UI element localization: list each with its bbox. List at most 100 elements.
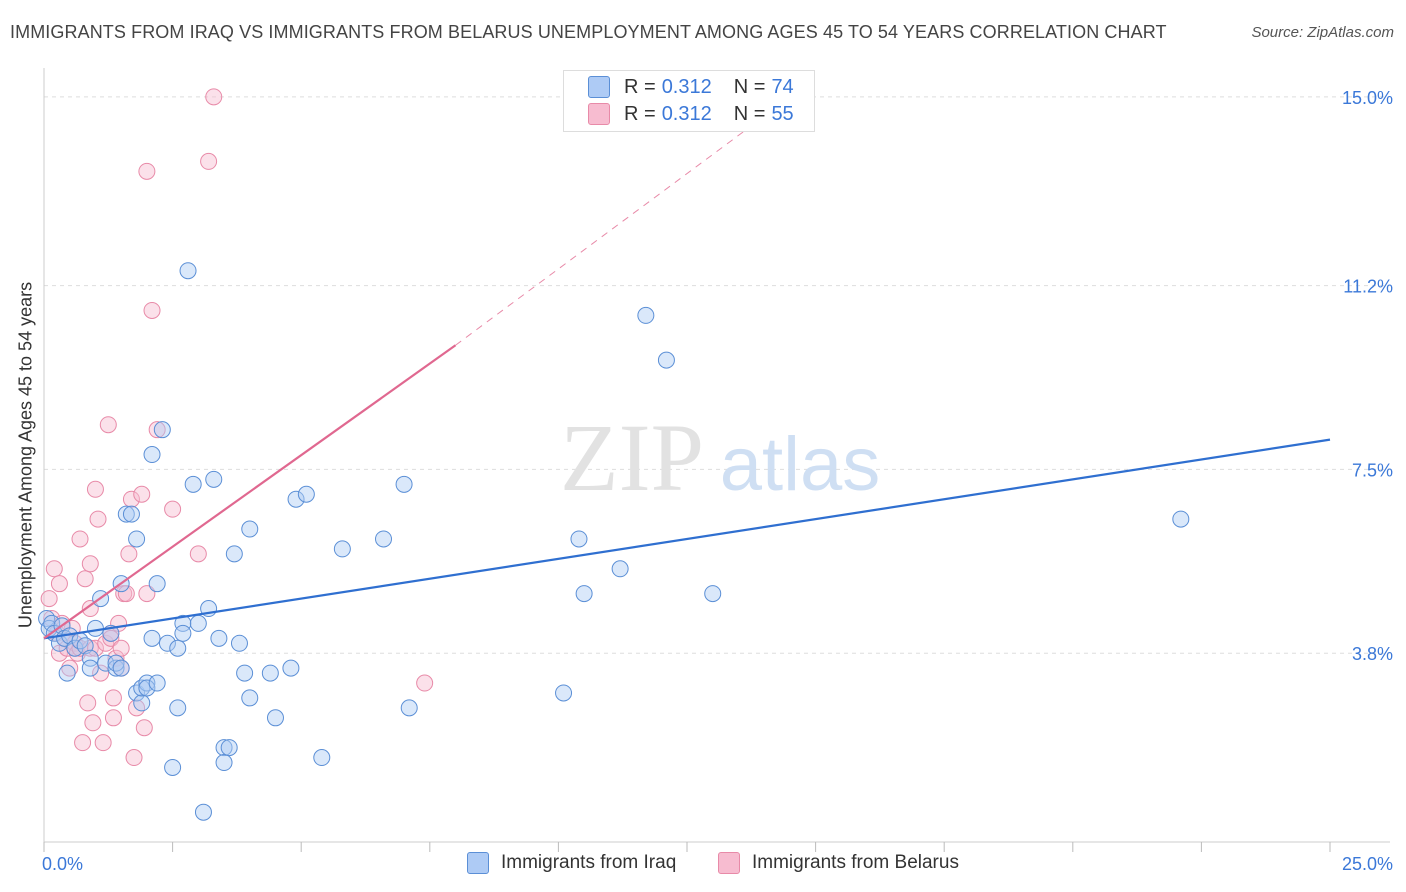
legend-swatch-iraq	[467, 852, 489, 874]
x-tick-label: 25.0%	[1342, 854, 1393, 874]
grid	[44, 96, 1390, 654]
watermark: ZIP atlas	[560, 404, 880, 511]
iraq-point	[230, 634, 248, 652]
belarus-point	[50, 575, 68, 593]
belarus-point	[74, 734, 92, 752]
iraq-point	[570, 530, 588, 548]
iraq-point	[261, 664, 279, 682]
iraq-point	[143, 446, 161, 464]
iraq-point	[107, 654, 125, 672]
belarus-point	[76, 570, 94, 588]
belarus-point	[148, 421, 166, 439]
source-label: Source: ZipAtlas.com	[1251, 24, 1394, 41]
legend-swatch-belarus	[588, 103, 610, 125]
belarus-point	[128, 699, 146, 717]
belarus-point	[81, 555, 99, 573]
legend-swatch-iraq	[588, 76, 610, 98]
iraq-point	[555, 684, 573, 702]
belarus-point	[117, 585, 135, 603]
belarus-point	[79, 694, 97, 712]
iraq-point	[138, 679, 156, 697]
belarus-point	[125, 749, 143, 767]
belarus-trend-line	[43, 344, 457, 640]
iraq-point	[174, 614, 192, 632]
iraq-point	[400, 699, 418, 717]
iraq-point	[241, 689, 259, 707]
belarus-point	[102, 629, 120, 647]
y-tick-label: 11.2%	[1343, 277, 1393, 297]
iraq-point	[81, 649, 99, 667]
legend-item-belarus[interactable]: Immigrants from Belarus	[718, 852, 959, 874]
belarus-point	[205, 88, 223, 106]
legend-r-value: 0.312	[661, 75, 712, 98]
iraq-point	[704, 585, 722, 603]
iraq-point	[81, 659, 99, 677]
iraq-point	[225, 545, 243, 563]
iraq-point	[611, 560, 629, 578]
iraq-point	[117, 505, 135, 523]
watermark-atlas: atlas	[720, 422, 881, 507]
legend-row-belarus: R = 0.312 N = 55	[588, 102, 794, 126]
belarus-point	[99, 416, 117, 434]
iraq-point	[236, 664, 254, 682]
x-tick-label: 0.0%	[42, 854, 83, 874]
y-axis-label: Unemployment Among Ages 45 to 54 years	[15, 281, 36, 629]
y-tick-label: 15.0%	[1342, 88, 1393, 108]
belarus-point	[138, 585, 156, 603]
belarus-point	[135, 719, 153, 737]
tick-labels: 3.8% 7.5% 11.2% 15.0% 0.0% 25.0%	[42, 88, 1393, 874]
iraq-point	[174, 624, 192, 642]
belarus-point	[94, 734, 112, 752]
belarus-point	[120, 545, 138, 563]
iraq-point	[333, 540, 351, 558]
legend-n-value: 74	[771, 75, 794, 98]
iraq-point	[43, 614, 61, 632]
iraq-point	[1172, 510, 1190, 528]
series-belarus-points	[40, 88, 434, 767]
iraq-point	[148, 575, 166, 593]
iraq-point	[189, 614, 207, 632]
axes	[43, 68, 1390, 852]
iraq-trend-line	[43, 438, 1331, 640]
iraq-point	[133, 679, 151, 697]
iraq-point	[215, 739, 233, 757]
belarus-point	[81, 600, 99, 618]
belarus-point	[200, 152, 218, 170]
trend-lines	[43, 131, 1331, 640]
legend-label-belarus: Immigrants from Belarus	[752, 852, 959, 873]
iraq-point	[112, 659, 130, 677]
legend-r-label: R =	[624, 75, 656, 98]
watermark-zip: ZIP	[560, 404, 704, 511]
belarus-point	[133, 485, 151, 503]
iraq-point	[313, 749, 331, 767]
legend-r-label: R =	[624, 102, 656, 125]
belarus-point	[143, 301, 161, 319]
iraq-point	[395, 475, 413, 493]
belarus-point	[104, 709, 122, 727]
iraq-point	[138, 674, 156, 692]
y-tick-label: 3.8%	[1352, 644, 1393, 664]
legend-label-iraq: Immigrants from Iraq	[501, 852, 677, 873]
belarus-point	[138, 162, 156, 180]
iraq-point	[122, 505, 140, 523]
legend-swatch-belarus	[718, 852, 740, 874]
y-tick-label: 7.5%	[1352, 460, 1393, 480]
iraq-point	[86, 619, 104, 637]
belarus-trend-extension	[455, 131, 744, 346]
iraq-point	[97, 654, 115, 672]
iraq-point	[128, 684, 146, 702]
iraq-point	[143, 629, 161, 647]
iraq-point	[128, 530, 146, 548]
legend-item-iraq[interactable]: Immigrants from Iraq	[467, 852, 676, 874]
belarus-point	[416, 674, 434, 692]
belarus-point	[189, 545, 207, 563]
iraq-point	[133, 694, 151, 712]
iraq-point	[297, 485, 315, 503]
iraq-point	[282, 659, 300, 677]
belarus-point	[86, 639, 104, 657]
legend-r-value: 0.312	[661, 102, 712, 125]
correlation-legend: R = 0.312 N = 74 R = 0.312 N = 55	[563, 70, 815, 132]
iraq-point	[215, 754, 233, 772]
belarus-point	[45, 560, 63, 578]
